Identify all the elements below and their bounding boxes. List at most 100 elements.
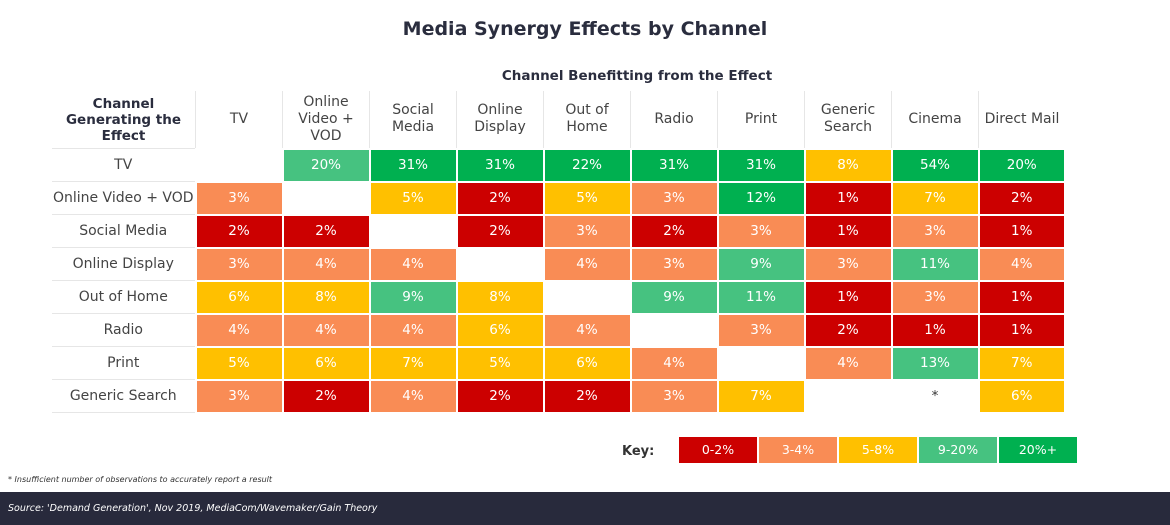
heatmap-cell xyxy=(803,378,893,414)
heatmap-cell: 1% xyxy=(803,279,893,315)
heatmap-cell: 4% xyxy=(368,246,458,282)
heatmap-cell: 3% xyxy=(890,213,980,249)
column-axis-title: Channel Benefitting from the Effect xyxy=(501,68,773,84)
heatmap-cell: 31% xyxy=(629,147,719,183)
heatmap-cell: 2% xyxy=(455,378,545,414)
row-label: Out of Home xyxy=(52,280,196,314)
column-header: Cinema xyxy=(891,91,979,149)
heatmap-cell: 9% xyxy=(368,279,458,315)
legend-item: 5-8% xyxy=(839,437,917,463)
heatmap-cell: 3% xyxy=(542,213,632,249)
heatmap-cell: 9% xyxy=(629,279,719,315)
heatmap-cell: 54% xyxy=(890,147,980,183)
column-header: Direct Mail xyxy=(978,91,1065,149)
heatmap-cell xyxy=(629,312,719,348)
heatmap-cell: 2% xyxy=(455,180,545,216)
heatmap-cell: 8% xyxy=(455,279,545,315)
heatmap-cell: 6% xyxy=(977,378,1066,414)
legend-item: 0-2% xyxy=(679,437,757,463)
legend-item: 20%+ xyxy=(999,437,1077,463)
heatmap-cell: 4% xyxy=(542,246,632,282)
heatmap-cell: 2% xyxy=(542,378,632,414)
heatmap-cell xyxy=(281,180,371,216)
heatmap-cell xyxy=(542,279,632,315)
table-row: Generic Search 3% 2% 4% 2% 2% 3% 7% * 6% xyxy=(52,378,1066,414)
heatmap-cell: 31% xyxy=(455,147,545,183)
source-footer: Source: 'Demand Generation', Nov 2019, M… xyxy=(0,492,1170,525)
table-row: Social Media 2% 2% 2% 3% 2% 3% 1% 3% 1% xyxy=(52,213,1066,249)
heatmap-cell: 4% xyxy=(629,345,719,381)
row-label: TV xyxy=(52,148,196,182)
key-label: Key: xyxy=(622,444,655,459)
heatmap-cell: 3% xyxy=(629,180,719,216)
column-header: Print xyxy=(717,91,805,149)
row-label: Online Video + VOD xyxy=(52,181,196,215)
source-text: Source: 'Demand Generation', Nov 2019, M… xyxy=(8,503,378,514)
chart-title: Media Synergy Effects by Channel xyxy=(402,18,768,40)
heatmap-cell: 4% xyxy=(368,378,458,414)
heatmap-cell: 1% xyxy=(803,213,893,249)
heatmap-cell: 7% xyxy=(716,378,806,414)
heatmap-cell: 1% xyxy=(803,180,893,216)
heatmap-cell: 3% xyxy=(716,213,806,249)
heatmap-cell: 1% xyxy=(977,312,1066,348)
heatmap-cell: 7% xyxy=(368,345,458,381)
heatmap-cell: 3% xyxy=(716,312,806,348)
heatmap-cell: 7% xyxy=(890,180,980,216)
legend: 0-2% 3-4% 5-8% 9-20% 20%+ xyxy=(679,437,1079,463)
heatmap-cell: 5% xyxy=(542,180,632,216)
heatmap-cell xyxy=(716,345,806,381)
heatmap-cell: 20% xyxy=(977,147,1066,183)
row-label: Online Display xyxy=(52,247,196,281)
heatmap-cell: 5% xyxy=(455,345,545,381)
column-header: Online Display xyxy=(456,91,544,149)
table-row: Radio 4% 4% 4% 6% 4% 3% 2% 1% 1% xyxy=(52,312,1066,348)
table-row: Online Video + VOD 3% 5% 2% 5% 3% 12% 1% 7% 2% xyxy=(52,180,1066,216)
row-label: Radio xyxy=(52,313,196,347)
legend-item: 3-4% xyxy=(759,437,837,463)
column-header: Out of Home xyxy=(543,91,631,149)
heatmap-cell: 31% xyxy=(716,147,806,183)
heatmap-cell: 6% xyxy=(455,312,545,348)
row-label: Social Media xyxy=(52,214,196,248)
legend-item: 9-20% xyxy=(919,437,997,463)
heatmap-cell: 4% xyxy=(281,312,371,348)
column-header: Generic Search xyxy=(804,91,892,149)
table-row: Online Display 3% 4% 4% 4% 3% 9% 3% 11% 4% xyxy=(52,246,1066,282)
heatmap-cell: 20% xyxy=(281,147,371,183)
heatmap-cell: 2% xyxy=(629,213,719,249)
heatmap-cell: 3% xyxy=(194,246,284,282)
heatmap-cell: 4% xyxy=(542,312,632,348)
heatmap-cell: 8% xyxy=(281,279,371,315)
row-axis-title: Channel Generating the Effect xyxy=(52,91,196,149)
heatmap-cell: 6% xyxy=(281,345,371,381)
heatmap-cell: 4% xyxy=(281,246,371,282)
table-row: Print 5% 6% 7% 5% 6% 4% 4% 13% 7% xyxy=(52,345,1066,381)
heatmap-cell: 8% xyxy=(803,147,893,183)
heatmap-cell: * xyxy=(890,378,980,414)
heatmap-cell: 11% xyxy=(890,246,980,282)
heatmap-cell: 1% xyxy=(977,279,1066,315)
row-label: Print xyxy=(52,346,196,380)
heatmap-cell xyxy=(368,213,458,249)
table-row: TV 20% 31% 31% 22% 31% 31% 8% 54% 20% xyxy=(52,147,1066,183)
row-label: Generic Search xyxy=(52,379,196,413)
heatmap-cell: 22% xyxy=(542,147,632,183)
heatmap-cell: 2% xyxy=(803,312,893,348)
heatmap-cell: 3% xyxy=(890,279,980,315)
heatmap-cell: 4% xyxy=(194,312,284,348)
heatmap-cell: 5% xyxy=(194,345,284,381)
column-header: Social Media xyxy=(369,91,457,149)
heatmap-cell: 3% xyxy=(629,378,719,414)
heatmap-cell: 5% xyxy=(368,180,458,216)
column-header: TV xyxy=(195,91,283,149)
heatmap-cell: 1% xyxy=(890,312,980,348)
heatmap-cell: 2% xyxy=(977,180,1066,216)
column-header: Online Video + VOD xyxy=(282,91,370,149)
heatmap-cell: 7% xyxy=(977,345,1066,381)
heatmap-cell: 2% xyxy=(281,378,371,414)
heatmap-cell: 31% xyxy=(368,147,458,183)
heatmap-cell: 4% xyxy=(977,246,1066,282)
heatmap-cell: 2% xyxy=(281,213,371,249)
heatmap-cell: 9% xyxy=(716,246,806,282)
